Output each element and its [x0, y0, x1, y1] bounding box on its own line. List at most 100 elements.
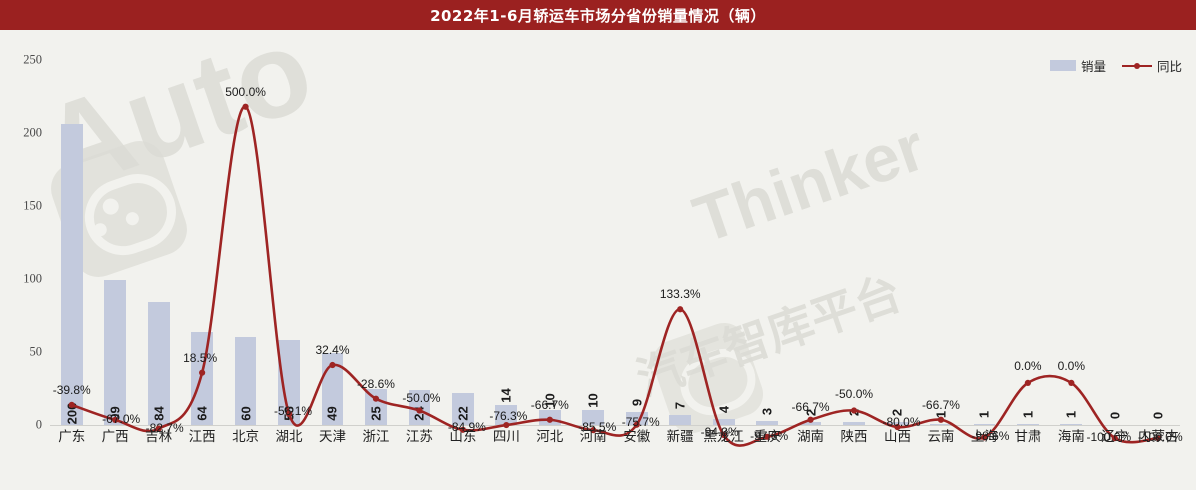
legend-item-sales[interactable]: 销量: [1049, 56, 1106, 75]
bar[interactable]: 7: [669, 402, 692, 425]
bar-slot: 2: [832, 60, 875, 425]
legend-label-yoy: 同比: [1156, 59, 1182, 74]
line-value-label: 0.0%: [1057, 358, 1086, 373]
line-point[interactable]: [459, 426, 466, 433]
line-point[interactable]: [590, 427, 597, 434]
line-point[interactable]: [546, 416, 553, 423]
bar-slot: 1: [1050, 60, 1093, 425]
line-value-label: -66.7%: [921, 397, 960, 412]
legend-line-swatch-icon: [1121, 60, 1152, 71]
bar-slot: 1: [1006, 60, 1049, 425]
x-axis-label: 天津: [318, 429, 346, 445]
bar[interactable]: 22: [452, 392, 474, 425]
line-point[interactable]: [329, 361, 336, 369]
page-title: 2022年1-6月轿运车市场分省份销量情况（辆）: [430, 6, 766, 25]
line-value-label: -80.0%: [882, 415, 921, 430]
line-point[interactable]: [937, 416, 945, 423]
line-point[interactable]: [416, 407, 423, 414]
bar[interactable]: 60: [234, 337, 257, 425]
bar-slot: 64: [180, 60, 223, 425]
x-axis-line: [50, 425, 1180, 426]
line-value-label: 500.0%: [225, 84, 266, 99]
chart-legend: 销量 同比: [1049, 56, 1182, 75]
line-value-label: -100.0%: [1086, 430, 1132, 445]
line-value-label: -75.7%: [621, 414, 660, 429]
bar-slot: 10: [572, 60, 615, 425]
x-axis-label: 新疆: [666, 429, 694, 445]
bar[interactable]: 1: [973, 410, 996, 425]
bar[interactable]: 58: [278, 340, 300, 425]
line-point[interactable]: [503, 421, 510, 429]
bar[interactable]: 2: [799, 409, 822, 425]
line-point[interactable]: [155, 425, 162, 432]
bar-slot: 3: [745, 60, 788, 425]
x-axis-label: 河北: [536, 429, 564, 445]
x-axis-label: 山东: [449, 429, 477, 445]
line-point[interactable]: [807, 416, 814, 423]
line-value-label: 32.4%: [315, 343, 350, 357]
y-axis-tick: 200: [23, 125, 42, 140]
line-point[interactable]: [372, 395, 380, 402]
bar[interactable]: 1: [1017, 410, 1039, 425]
line-point[interactable]: [850, 407, 858, 414]
bar-slot: 2: [789, 60, 832, 425]
line-point[interactable]: [1024, 379, 1031, 387]
bar-slot: 60: [224, 60, 267, 425]
line-point[interactable]: [112, 416, 119, 424]
line-series: [68, 103, 1162, 447]
line-point[interactable]: [677, 306, 684, 313]
x-axis-label: 江西: [188, 429, 216, 445]
line-value-label: -67.0%: [102, 411, 141, 426]
line-value-label: -56.1%: [274, 403, 313, 418]
line-point[interactable]: [285, 410, 293, 417]
legend-bar-swatch-icon: [1049, 60, 1076, 71]
bar[interactable]: 2: [843, 409, 865, 425]
bar-slot: 2: [876, 60, 919, 425]
line-value-label: -84.9%: [447, 419, 486, 434]
bar[interactable]: 99: [104, 280, 127, 425]
x-axis-label: 湖南: [797, 429, 825, 445]
bar[interactable]: 1: [1060, 410, 1083, 425]
bar[interactable]: 14: [495, 388, 518, 425]
line-value-label: -66.7%: [791, 399, 830, 414]
y-axis-tick: 0: [35, 417, 42, 432]
y-axis-tick: 50: [29, 344, 43, 359]
x-axis-label: 吉林: [145, 429, 173, 445]
bar-slot: 22: [441, 60, 484, 425]
bar[interactable]: 4: [712, 406, 735, 425]
bar-slot: 99: [93, 60, 136, 425]
line-value-label: -97.6%: [750, 428, 789, 443]
bar[interactable]: 206: [60, 124, 83, 425]
x-axis-label: 辽宁: [1101, 429, 1129, 445]
y-axis: 0 50 100 150 200 250: [0, 53, 46, 432]
line-point[interactable]: [633, 421, 640, 428]
line-point[interactable]: [1068, 379, 1075, 387]
line-value-label: -85.5%: [578, 420, 617, 435]
bar[interactable]: 25: [365, 388, 387, 425]
bar[interactable]: 84: [147, 302, 170, 425]
x-axis-label: 陕西: [840, 429, 868, 445]
line-value-label: -94.3%: [700, 424, 739, 439]
x-axis-label: 广西: [101, 429, 129, 445]
bar[interactable]: 1: [930, 410, 952, 425]
bar[interactable]: 64: [191, 331, 213, 425]
x-axis-label: 甘肃: [1014, 429, 1042, 445]
line-value-label: -76.3%: [489, 409, 528, 424]
line-point[interactable]: [1111, 435, 1118, 442]
x-axis-label: 河南: [579, 429, 607, 445]
line-point[interactable]: [764, 433, 771, 440]
line-point[interactable]: [720, 431, 727, 439]
line-point[interactable]: [1155, 435, 1162, 442]
bar[interactable]: 3: [756, 408, 778, 425]
line-point[interactable]: [894, 423, 901, 431]
x-axis-label: 江苏: [405, 429, 433, 445]
line-point[interactable]: [242, 103, 249, 110]
bar[interactable]: 10: [582, 394, 605, 425]
line-point[interactable]: [68, 401, 75, 408]
bar[interactable]: 2: [886, 409, 909, 425]
line-value-label: -66.7%: [530, 397, 569, 412]
line-value-label: 133.3%: [659, 287, 701, 302]
line-point[interactable]: [981, 434, 988, 441]
legend-item-yoy[interactable]: 同比: [1121, 56, 1182, 75]
line-point[interactable]: [199, 369, 206, 376]
